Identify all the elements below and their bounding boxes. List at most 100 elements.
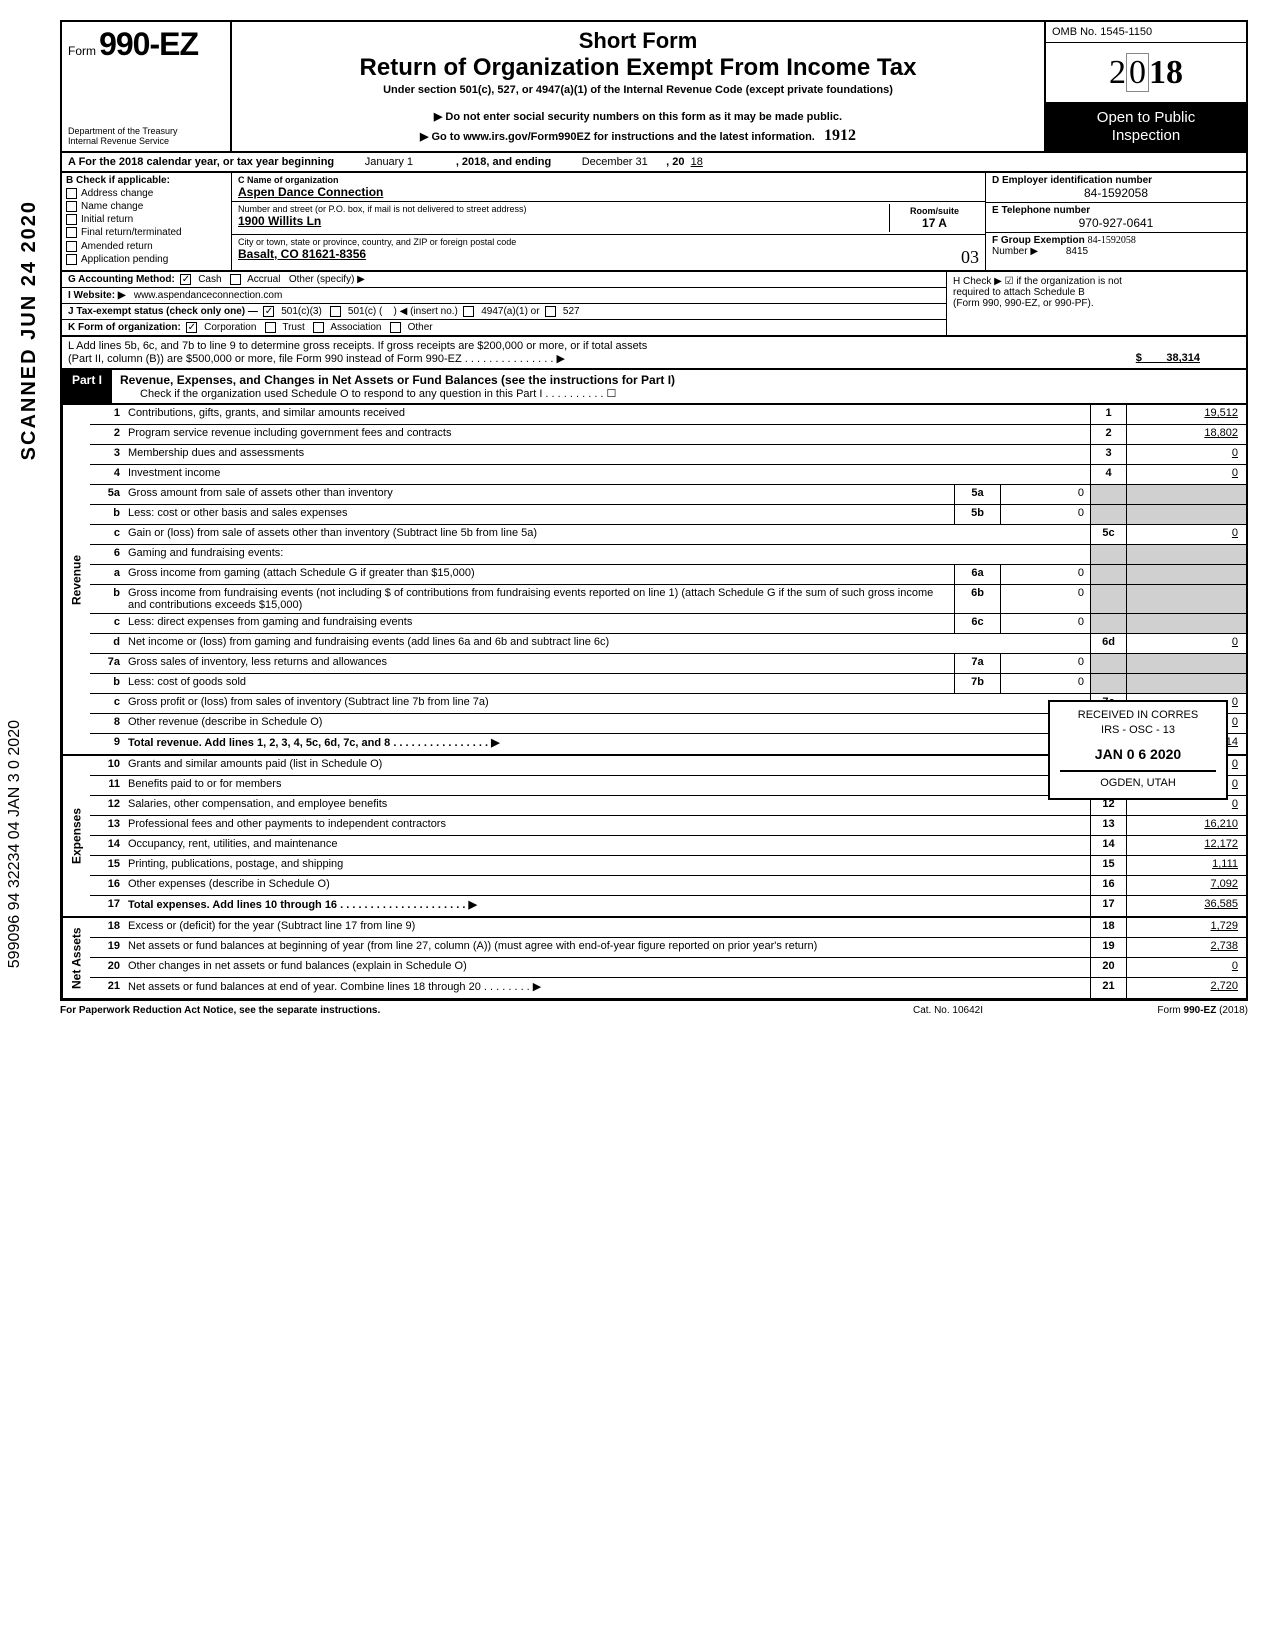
- line-desc: Total expenses. Add lines 10 through 16 …: [124, 896, 1090, 916]
- page-footer: For Paperwork Reduction Act Notice, see …: [60, 1000, 1248, 1020]
- end-line-number: 1: [1090, 405, 1126, 424]
- end-line-value: 19,512: [1126, 405, 1246, 424]
- chk-accrual[interactable]: [230, 274, 241, 285]
- line-number: 21: [90, 978, 124, 998]
- website-value: www.aspendanceconnection.com: [134, 290, 282, 301]
- chk-501c3[interactable]: ✓: [263, 306, 274, 317]
- line-number: 2: [90, 425, 124, 444]
- sub-line-value: 0: [1000, 614, 1090, 633]
- line-desc: Contributions, gifts, grants, and simila…: [124, 405, 1090, 424]
- line-number: c: [90, 614, 124, 633]
- chk-cash[interactable]: ✓: [180, 274, 191, 285]
- line-desc: Gross sales of inventory, less returns a…: [124, 654, 954, 673]
- lbl-application-pending: Application pending: [81, 254, 168, 265]
- line-number: b: [90, 674, 124, 693]
- chk-527[interactable]: [545, 306, 556, 317]
- part1-title: Revenue, Expenses, and Changes in Net As…: [120, 373, 675, 387]
- chk-corp[interactable]: ✓: [186, 322, 197, 333]
- year-0: 0: [1126, 53, 1149, 92]
- ledger-row: bLess: cost of goods sold7b0: [90, 674, 1246, 694]
- row-k: K Form of organization: ✓ Corporation Tr…: [62, 320, 946, 335]
- line-desc: Other expenses (describe in Schedule O): [124, 876, 1090, 895]
- lbl-name-change: Name change: [81, 201, 143, 212]
- chk-initial-return[interactable]: [66, 214, 77, 225]
- dept-irs: Internal Revenue Service: [68, 137, 178, 147]
- end-line-value: 2,720: [1126, 978, 1246, 998]
- end-line-value: [1126, 485, 1246, 504]
- row-g: G Accounting Method: ✓ Cash Accrual Othe…: [62, 272, 946, 288]
- d-num: 8415: [1066, 246, 1088, 257]
- sub-line-value: 0: [1000, 505, 1090, 524]
- line-number: c: [90, 525, 124, 544]
- end-line-number: [1090, 565, 1126, 584]
- chk-assoc[interactable]: [313, 322, 324, 333]
- chk-final-return[interactable]: [66, 227, 77, 238]
- end-line-value: 0: [1126, 465, 1246, 484]
- sub-line-number: 5b: [954, 505, 1000, 524]
- line-number: 5a: [90, 485, 124, 504]
- form-id-box: Form 990-EZ Department of the Treasury I…: [62, 22, 232, 151]
- row-a-suffix: , 20: [666, 156, 684, 168]
- sub-line-value: 0: [1000, 565, 1090, 584]
- chk-other-org[interactable]: [390, 322, 401, 333]
- c-room: 17 A: [894, 216, 975, 230]
- c-street-label: Number and street (or P.O. box, if mail …: [238, 204, 889, 214]
- line-number: 10: [90, 756, 124, 775]
- c-room-label: Room/suite: [894, 206, 975, 216]
- end-line-value: [1126, 505, 1246, 524]
- line-desc: Net income or (loss) from gaming and fun…: [124, 634, 1090, 653]
- ledger-row: 2Program service revenue including gover…: [90, 425, 1246, 445]
- line-desc: Less: cost or other basis and sales expe…: [124, 505, 954, 524]
- end-line-value: [1126, 545, 1246, 564]
- sub-line-value: 0: [1000, 674, 1090, 693]
- year-18: 18: [1149, 54, 1183, 91]
- line-desc: Program service revenue including govern…: [124, 425, 1090, 444]
- sub-line-value: 0: [1000, 654, 1090, 673]
- received-stamp: RECEIVED IN CORRES IRS - OSC - 13 JAN 0 …: [1048, 700, 1228, 800]
- line-number: 9: [90, 734, 124, 754]
- form-header: Form 990-EZ Department of the Treasury I…: [60, 20, 1248, 153]
- sub-line-number: 5a: [954, 485, 1000, 504]
- end-line-number: 16: [1090, 876, 1126, 895]
- chk-501c[interactable]: [330, 306, 341, 317]
- ledger-row: 20Other changes in net assets or fund ba…: [90, 958, 1246, 978]
- lbl-initial-return: Initial return: [81, 214, 133, 225]
- line-number: 7a: [90, 654, 124, 673]
- footer-mid: Cat. No. 10642I: [848, 1005, 1048, 1016]
- line-number: 3: [90, 445, 124, 464]
- chk-address-change[interactable]: [66, 188, 77, 199]
- end-line-number: [1090, 654, 1126, 673]
- line-number: 13: [90, 816, 124, 835]
- form-number: 990-EZ: [99, 26, 198, 62]
- sub-line-value: 0: [1000, 585, 1090, 613]
- line-number: 14: [90, 836, 124, 855]
- line-desc: Net assets or fund balances at end of ye…: [124, 978, 1090, 998]
- end-line-value: 36,585: [1126, 896, 1246, 916]
- sub-line-value: 0: [1000, 485, 1090, 504]
- end-line-value: 0: [1126, 445, 1246, 464]
- lbl-amended-return: Amended return: [81, 241, 153, 252]
- line-number: d: [90, 634, 124, 653]
- col-d: D Employer identification number 84-1592…: [986, 173, 1246, 270]
- chk-4947[interactable]: [463, 306, 474, 317]
- chk-amended-return[interactable]: [66, 241, 77, 252]
- row-l: L Add lines 5b, 6c, and 7b to line 9 to …: [60, 337, 1248, 370]
- chk-name-change[interactable]: [66, 201, 77, 212]
- hand-03: 03: [961, 247, 979, 268]
- ledger-row: 4Investment income40: [90, 465, 1246, 485]
- line-desc: Salaries, other compensation, and employ…: [124, 796, 1090, 815]
- end-line-value: 12,172: [1126, 836, 1246, 855]
- end-line-value: [1126, 585, 1246, 613]
- chk-trust[interactable]: [265, 322, 276, 333]
- end-line-value: 7,092: [1126, 876, 1246, 895]
- line-number: 16: [90, 876, 124, 895]
- form-prefix: Form: [68, 44, 96, 58]
- chk-application-pending[interactable]: [66, 254, 77, 265]
- end-line-number: 13: [1090, 816, 1126, 835]
- ledger-row: 14Occupancy, rent, utilities, and mainte…: [90, 836, 1246, 856]
- ledger-row: 18Excess or (deficit) for the year (Subt…: [90, 918, 1246, 938]
- year-2: 2: [1109, 54, 1126, 91]
- open-to-public: Open to Public Inspection: [1046, 103, 1246, 151]
- end-line-value: [1126, 614, 1246, 633]
- line-desc: Net assets or fund balances at beginning…: [124, 938, 1090, 957]
